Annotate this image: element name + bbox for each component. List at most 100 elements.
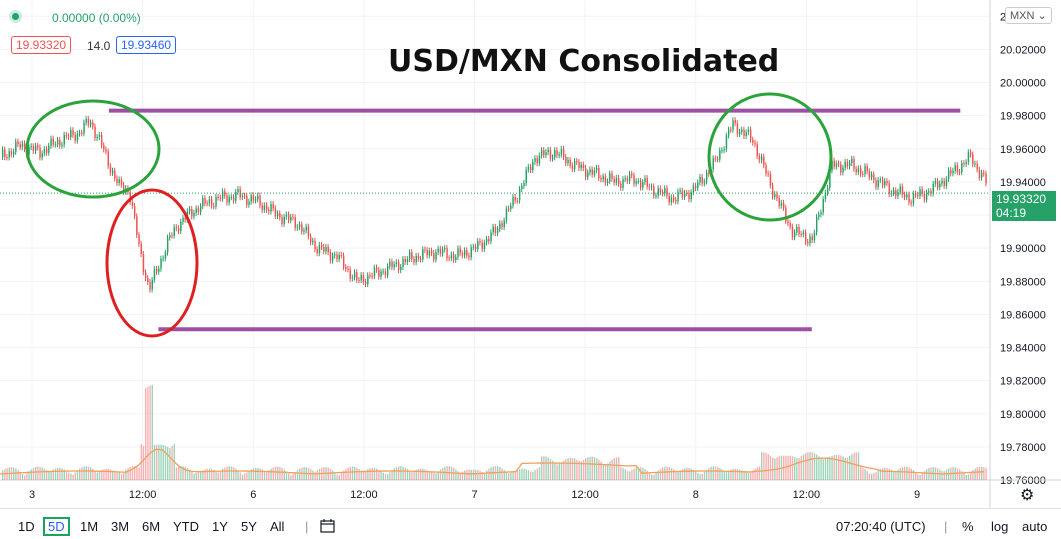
candle-body	[406, 259, 409, 262]
volume-bar	[684, 468, 686, 480]
candle-body	[794, 232, 796, 238]
candle-body	[719, 150, 721, 160]
auto-toggle[interactable]: auto	[1022, 519, 1048, 534]
volume-bar	[919, 474, 921, 480]
candle-body	[589, 169, 591, 173]
volume-bar	[833, 455, 835, 480]
volume-bar	[483, 472, 486, 480]
candle-body	[167, 237, 169, 253]
timeframe-6m[interactable]: 6M	[142, 519, 161, 534]
volume-bar	[464, 470, 466, 480]
bid-badge[interactable]: 19.93320	[11, 36, 72, 54]
volume-bar	[563, 460, 565, 480]
volume-bar	[114, 470, 116, 480]
volume-bar	[516, 470, 519, 480]
volume-bar	[893, 471, 895, 480]
candle-body	[138, 234, 140, 244]
candle-body	[145, 272, 147, 279]
volume-bar	[235, 468, 237, 480]
volume-bar	[873, 473, 875, 480]
volume-bar	[461, 471, 464, 480]
candle-body	[149, 281, 151, 290]
candle-body	[61, 144, 63, 146]
timeframe-5d[interactable]: 5D	[43, 517, 70, 536]
timeframe-ytd[interactable]: YTD	[173, 519, 199, 534]
candle-body	[263, 205, 266, 211]
candle-body	[708, 172, 710, 174]
candle-body	[325, 247, 327, 252]
candle-body	[136, 216, 138, 235]
volume-bar	[50, 470, 52, 480]
candle-body	[664, 188, 666, 194]
timeframe-3m[interactable]: 3M	[111, 519, 130, 534]
volume-bar	[499, 467, 501, 480]
clock[interactable]: 07:20:40 (UTC)	[836, 519, 926, 534]
volume-bar	[897, 469, 899, 480]
timeframe-1d[interactable]: 1D	[18, 519, 35, 534]
candle-body	[673, 197, 675, 200]
candle-body	[171, 235, 173, 237]
candle-body	[534, 158, 536, 162]
volume-bar	[613, 458, 615, 480]
candle-body	[941, 180, 943, 184]
volume-bar	[470, 469, 472, 480]
date-range-icon[interactable]	[320, 519, 336, 536]
candle-body	[756, 144, 758, 157]
volume-bar	[409, 470, 411, 480]
volume-bar	[576, 459, 578, 480]
volume-bar	[972, 470, 974, 480]
candle-body	[92, 122, 94, 127]
volume-bar	[875, 472, 877, 480]
volume-bar	[39, 466, 41, 480]
candle-body	[780, 202, 783, 206]
volume-bar	[191, 471, 193, 480]
volume-bar	[118, 472, 120, 480]
spread-value: 14.0	[87, 39, 111, 53]
volume-bar	[578, 461, 580, 480]
candle-body	[725, 135, 728, 150]
log-toggle[interactable]: log	[991, 519, 1009, 534]
volume-bar	[17, 469, 19, 480]
highlight-circle	[105, 188, 199, 338]
volume-bar	[292, 473, 294, 480]
candle-body	[723, 149, 725, 151]
volume-bar	[244, 473, 246, 480]
ask-badge[interactable]: 19.93460	[116, 36, 177, 54]
candle-body	[184, 217, 186, 220]
volume-bar	[263, 470, 266, 480]
candle-body	[72, 130, 74, 135]
timeframe-5y[interactable]: 5Y	[241, 519, 257, 534]
volume-bar	[41, 467, 43, 480]
candle-body	[426, 250, 428, 256]
volume-bar	[160, 444, 162, 480]
percent-toggle[interactable]: %	[962, 519, 974, 534]
volume-bar	[145, 388, 147, 480]
timeframe-1m[interactable]: 1M	[80, 519, 99, 534]
volume-bar	[798, 458, 800, 480]
candle-body	[840, 164, 842, 173]
candle-body	[514, 196, 516, 201]
volume-bar	[101, 469, 103, 480]
candle-body	[761, 156, 763, 161]
candle-body	[743, 129, 745, 137]
x-tick-label: 8	[693, 489, 699, 501]
candle-body	[686, 192, 688, 194]
volume-bar	[413, 470, 415, 480]
volume-bar	[813, 453, 816, 480]
candle-body	[202, 198, 204, 207]
candle-body	[274, 208, 277, 216]
currency-selector[interactable]: MXN ⌄	[1005, 7, 1052, 24]
volume-bar	[442, 467, 444, 480]
volume-bar	[92, 468, 94, 480]
volume-bar	[978, 466, 981, 480]
volume-bar	[673, 469, 675, 480]
volume-bar	[637, 467, 640, 480]
candle-body	[114, 170, 116, 179]
volume-bar	[65, 470, 68, 480]
candle-body	[618, 178, 620, 184]
candle-body	[846, 161, 849, 167]
volume-bar	[178, 466, 180, 480]
candle-body	[620, 183, 622, 188]
timeframe-all[interactable]: All	[270, 519, 285, 534]
timeframe-1y[interactable]: 1Y	[212, 519, 228, 534]
